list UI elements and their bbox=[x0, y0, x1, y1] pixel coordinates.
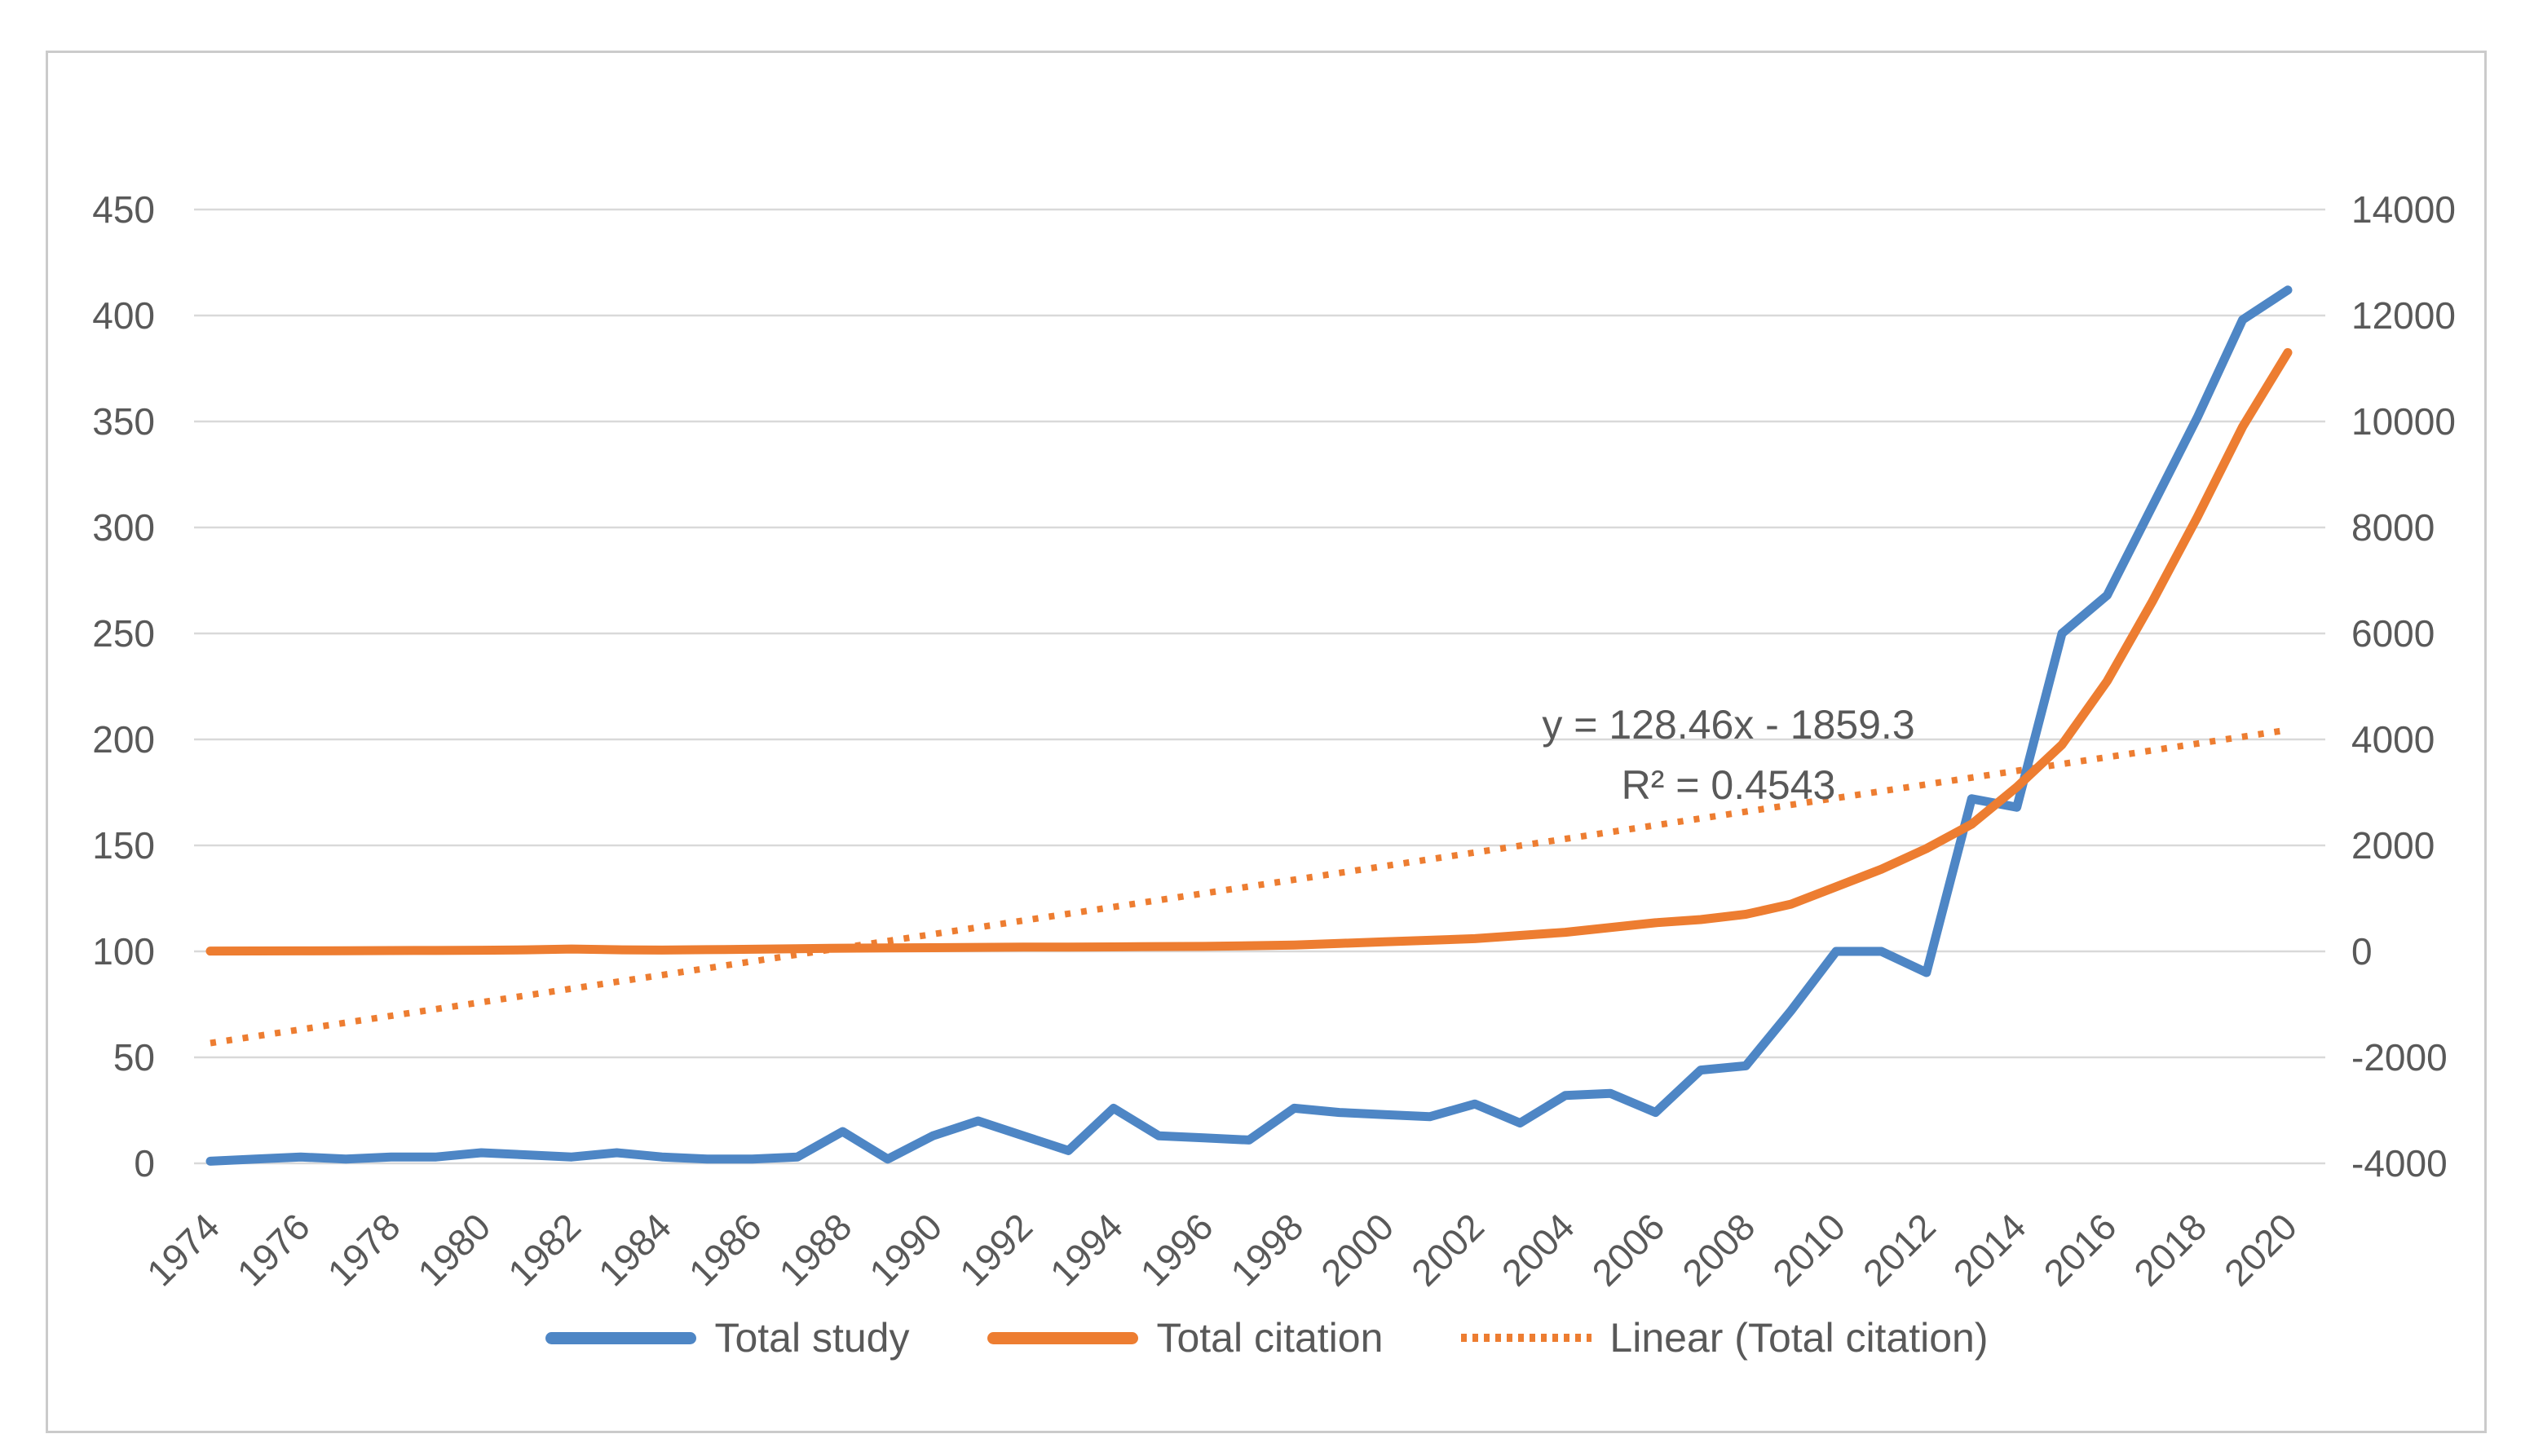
x-axis-tick-label: 2012 bbox=[1855, 1205, 1944, 1294]
legend-item-total-citation[interactable]: Total citation bbox=[987, 1314, 1383, 1361]
chart-legend: Total study Total citation Linear (Total… bbox=[0, 1314, 2534, 1361]
right-axis-tick-label: 12000 bbox=[2351, 294, 2456, 337]
right-axis-tick-label: 8000 bbox=[2351, 506, 2435, 549]
x-axis-tick-label: 1982 bbox=[500, 1205, 589, 1294]
left-axis-tick-label: 450 bbox=[92, 188, 155, 231]
x-axis-tick-label: 1994 bbox=[1042, 1205, 1131, 1294]
left-axis-tick-label: 50 bbox=[113, 1036, 155, 1079]
x-axis-tick-label: 1974 bbox=[139, 1205, 227, 1294]
x-axis-tick-label: 2000 bbox=[1313, 1205, 1402, 1294]
x-axis-tick-label: 1978 bbox=[319, 1205, 408, 1294]
x-axis-tick-label: 2004 bbox=[1494, 1205, 1583, 1294]
right-axis-tick-label: -2000 bbox=[2351, 1036, 2448, 1079]
x-axis-tick-label: 1986 bbox=[681, 1205, 770, 1294]
left-axis-tick-label: 150 bbox=[92, 824, 155, 867]
left-axis-tick-label: 250 bbox=[92, 612, 155, 655]
legend-label-total-study: Total study bbox=[714, 1315, 910, 1361]
right-axis-tick-label: 4000 bbox=[2351, 718, 2435, 761]
legend-swatch-linear-total-citation bbox=[1461, 1334, 1592, 1342]
x-axis-tick-label: 2014 bbox=[1945, 1205, 2034, 1294]
legend-label-linear-total-citation: Linear (Total citation) bbox=[1609, 1315, 1989, 1361]
left-axis-tick-label: 400 bbox=[92, 294, 155, 337]
x-axis-tick-label: 2010 bbox=[1764, 1205, 1853, 1294]
x-axis-tick-label: 1976 bbox=[229, 1205, 318, 1294]
legend-item-linear-total-citation[interactable]: Linear (Total citation) bbox=[1461, 1314, 1989, 1361]
trendline-annotation[interactable]: y = 128.46x - 1859.3 R² = 0.4543 bbox=[1476, 695, 1981, 815]
x-axis-tick-label: 2016 bbox=[2035, 1205, 2124, 1294]
x-axis-tick-label: 1984 bbox=[590, 1205, 679, 1294]
x-axis-tick-label: 2008 bbox=[1674, 1205, 1763, 1294]
right-axis-tick-label: 14000 bbox=[2351, 188, 2456, 231]
left-axis-tick-label: 0 bbox=[134, 1142, 155, 1185]
total-study-line[interactable] bbox=[205, 285, 2293, 1166]
trendline-r-squared: R² = 0.4543 bbox=[1621, 762, 1836, 808]
legend-swatch-total-study bbox=[545, 1331, 697, 1344]
right-axis-tick-label: 10000 bbox=[2351, 400, 2456, 443]
legend-label-total-citation: Total citation bbox=[1156, 1315, 1384, 1361]
right-axis-tick-label: -4000 bbox=[2351, 1142, 2448, 1185]
right-axis-tick-label: 0 bbox=[2351, 930, 2373, 973]
x-axis-tick-label: 1980 bbox=[409, 1205, 498, 1294]
left-axis-tick-label: 100 bbox=[92, 930, 155, 973]
x-axis-tick-label: 1990 bbox=[861, 1205, 950, 1294]
right-axis-tick-label: 2000 bbox=[2351, 824, 2435, 867]
left-axis-tick-label: 350 bbox=[92, 400, 155, 443]
x-axis-tick-label: 1998 bbox=[1222, 1205, 1311, 1294]
total-citation-line[interactable] bbox=[205, 348, 2293, 956]
x-axis-tick-label: 1988 bbox=[770, 1205, 859, 1294]
right-axis-tick-label: 6000 bbox=[2351, 612, 2435, 655]
x-axis-tick-label: 1996 bbox=[1132, 1205, 1221, 1294]
trendline-equation: y = 128.46x - 1859.3 bbox=[1542, 702, 1915, 748]
legend-swatch-total-citation bbox=[987, 1331, 1139, 1344]
chart-border-frame bbox=[46, 51, 2487, 1433]
x-axis-tick-label: 2018 bbox=[2126, 1205, 2214, 1294]
x-axis-tick-label: 2020 bbox=[2216, 1205, 2305, 1294]
legend-item-total-study[interactable]: Total study bbox=[545, 1314, 909, 1361]
x-axis-tick-label: 2006 bbox=[1583, 1205, 1672, 1294]
x-axis-tick-label: 1992 bbox=[951, 1205, 1040, 1294]
left-axis-tick-label: 300 bbox=[92, 506, 155, 549]
left-axis-tick-label: 200 bbox=[92, 718, 155, 761]
x-axis-tick-label: 2002 bbox=[1403, 1205, 1492, 1294]
